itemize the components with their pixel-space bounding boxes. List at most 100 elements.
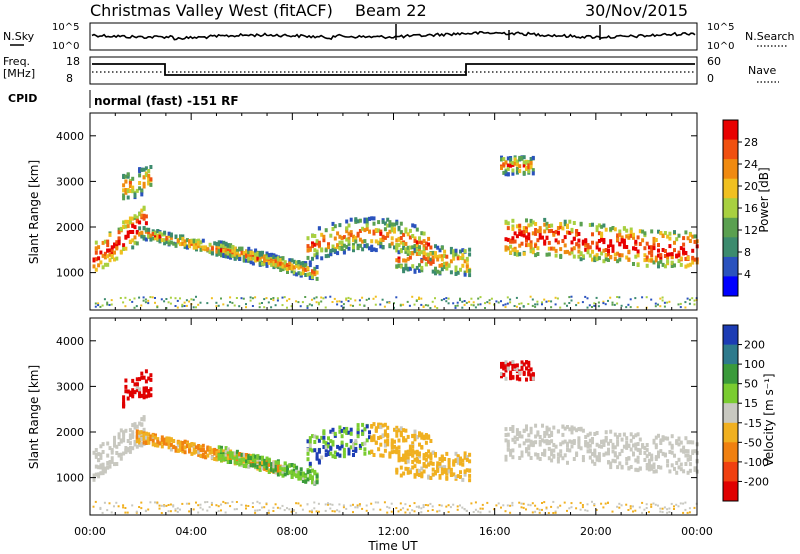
heatmap-cell [456, 304, 459, 307]
heatmap-cell [406, 300, 409, 303]
heatmap-cell [263, 506, 266, 509]
heatmap-cell [215, 242, 219, 246]
heatmap-cell [550, 448, 554, 453]
heatmap-cell [245, 303, 247, 306]
heatmap-cell [420, 231, 424, 236]
heatmap-cell [103, 298, 106, 301]
heatmap-cell [374, 239, 378, 244]
heatmap-cell [536, 432, 540, 437]
heatmap-cell [308, 247, 312, 252]
heatmap-cell [379, 453, 383, 458]
heatmap-cell [554, 253, 558, 258]
heatmap-cell [349, 431, 353, 436]
heatmap-cell [167, 445, 171, 450]
heatmap-cell [424, 504, 427, 506]
heatmap-cell [522, 163, 526, 168]
heatmap-cell [677, 233, 681, 238]
heatmap-cell [408, 228, 412, 233]
heatmap-cell [675, 253, 679, 258]
heatmap-cell [618, 229, 622, 234]
heatmap-cell [632, 232, 635, 237]
heatmap-cell [142, 415, 146, 420]
heatmap-cell [126, 234, 130, 239]
heatmap-cell [597, 305, 600, 308]
heatmap-cell [449, 270, 453, 275]
heatmap-cell [682, 469, 686, 474]
heatmap-cell [511, 236, 515, 241]
heatmap-cell [504, 306, 507, 309]
heatmap-cell [103, 469, 107, 474]
heatmap-cell [504, 303, 507, 306]
heatmap-cell [607, 252, 610, 257]
heatmap-cell [195, 306, 197, 309]
heatmap-cell [342, 250, 346, 255]
heatmap-cell [279, 507, 282, 510]
heatmap-cell [229, 456, 233, 461]
heatmap-cell [365, 438, 369, 443]
heatmap-cell [581, 254, 585, 259]
heatmap-cell [124, 428, 128, 433]
heatmap-cell [183, 242, 187, 247]
heatmap-cell [413, 437, 417, 442]
heatmap-cell [313, 440, 317, 444]
heatmap-cell [251, 256, 255, 261]
heatmap-cell [311, 304, 313, 307]
heatmap-cell [509, 371, 513, 376]
heatmap-cell [235, 297, 238, 299]
heatmap-cell [429, 502, 432, 505]
heatmap-cell [163, 300, 166, 303]
heatmap-cell [99, 452, 103, 457]
heatmap-cell [270, 298, 273, 300]
heatmap-cell [97, 465, 101, 470]
heatmap-cell [390, 228, 394, 233]
heatmap-cell [365, 223, 369, 228]
heatmap-cell [301, 263, 305, 268]
heatmap-cell [386, 217, 390, 222]
heatmap-cell [406, 232, 410, 237]
heatmap-cell [317, 301, 320, 304]
heatmap-cell [424, 440, 428, 445]
heatmap-cell [531, 304, 534, 307]
heatmap-cell [431, 255, 435, 260]
heatmap-cell [529, 439, 533, 444]
heatmap-cell [361, 422, 365, 427]
heatmap-cell [224, 446, 228, 451]
colorbar-tick-label: 4 [744, 268, 751, 281]
heatmap-cell [427, 435, 431, 440]
colorbar-tick-label: -15 [744, 417, 762, 430]
heatmap-cell [347, 223, 351, 228]
heatmap-cell [525, 366, 528, 371]
heatmap-cell [445, 254, 449, 259]
heatmap-cell [345, 507, 348, 510]
heatmap-cell [420, 511, 423, 514]
heatmap-cell [420, 268, 424, 273]
heatmap-cell [420, 259, 424, 264]
heatmap-cell [552, 448, 556, 453]
heatmap-cell [306, 306, 309, 309]
heatmap-cell [504, 376, 508, 381]
heatmap-cell [138, 232, 142, 237]
heatmap-cell [541, 452, 544, 457]
heatmap-cell [459, 267, 462, 272]
heatmap-cell [666, 252, 670, 257]
heatmap-cell [276, 299, 279, 302]
heatmap-cell [331, 427, 335, 432]
heatmap-cell [290, 475, 294, 479]
heatmap-cell [597, 301, 600, 304]
heatmap-cell [363, 239, 367, 244]
colorbar-segment [723, 276, 738, 297]
heatmap-cell [315, 301, 318, 304]
heatmap-cell [429, 453, 433, 458]
heatmap-cell [632, 510, 634, 513]
heatmap-cell [183, 301, 186, 304]
heatmap-cell [411, 433, 415, 438]
heatmap-cell [399, 465, 403, 470]
heatmap-cell [645, 447, 649, 452]
heatmap-cell [561, 432, 565, 437]
heatmap-cell [140, 192, 144, 197]
heatmap-cell [390, 236, 394, 241]
heatmap-cell [119, 249, 123, 254]
heatmap-cell [579, 257, 583, 262]
heatmap-cell [534, 434, 538, 439]
heatmap-cell [595, 228, 599, 233]
